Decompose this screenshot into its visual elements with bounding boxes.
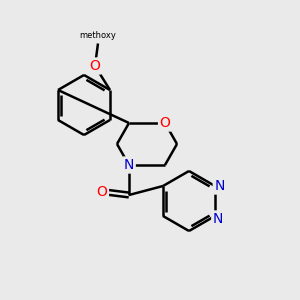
- Text: N: N: [213, 212, 223, 226]
- Text: N: N: [214, 179, 225, 193]
- Text: O: O: [97, 185, 107, 199]
- Text: methoxy: methoxy: [80, 32, 116, 40]
- Text: O: O: [89, 59, 100, 73]
- Text: O: O: [160, 116, 170, 130]
- Text: N: N: [124, 158, 134, 172]
